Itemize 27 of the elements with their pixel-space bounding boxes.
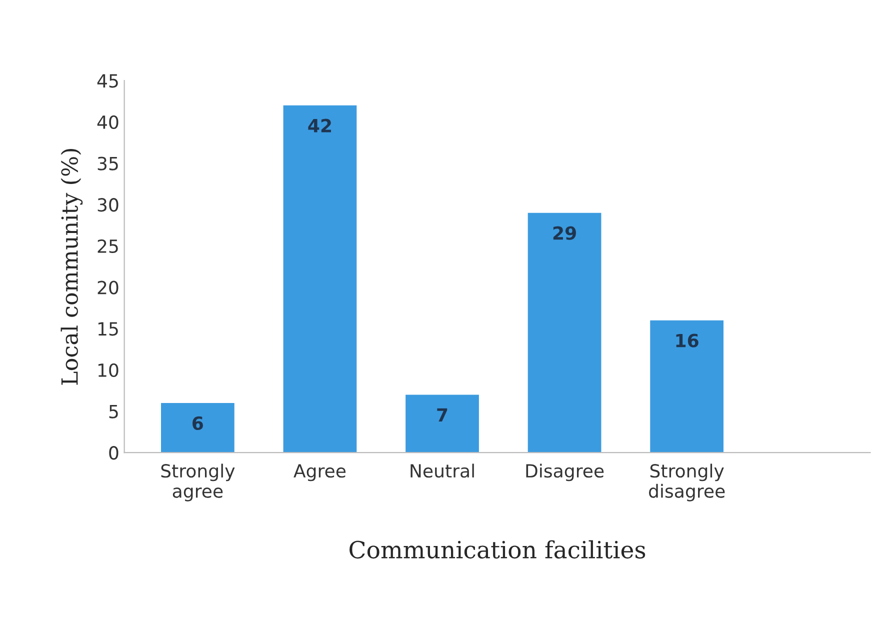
- y-tick-label: 15: [98, 322, 118, 336]
- bar: [161, 403, 234, 453]
- x-tick-label: Neutral: [410, 464, 474, 478]
- x-axis-title: Communication facilities: [350, 540, 646, 559]
- x-tick-label: Disagree: [526, 464, 604, 482]
- x-tick-label: Strongly disagree: [648, 464, 725, 502]
- bar: [528, 212, 602, 453]
- bar: [650, 320, 724, 453]
- y-tick-label: 10: [98, 363, 118, 378]
- y-tick-label: 45: [97, 74, 118, 88]
- y-tick-label: 5: [109, 404, 118, 418]
- data-label: 29: [553, 226, 576, 240]
- y-tick-label: 30: [98, 198, 118, 212]
- y-tick-label: 35: [98, 156, 118, 170]
- data-label: 42: [308, 118, 331, 132]
- x-tick-label: Strongly agree: [161, 464, 235, 502]
- data-label: 7: [437, 408, 448, 422]
- x-tick-label: Agree: [294, 464, 346, 482]
- data-label: 6: [192, 416, 203, 430]
- y-axis-title: Local community (%): [60, 149, 83, 385]
- y-tick-label: 40: [97, 115, 118, 130]
- y-tick-label: 20: [98, 280, 118, 294]
- bar: [283, 105, 357, 453]
- y-tick-label: 25: [98, 239, 118, 254]
- data-label: 16: [676, 334, 698, 348]
- bar: [406, 394, 479, 453]
- y-tick-label: 0: [109, 446, 118, 460]
